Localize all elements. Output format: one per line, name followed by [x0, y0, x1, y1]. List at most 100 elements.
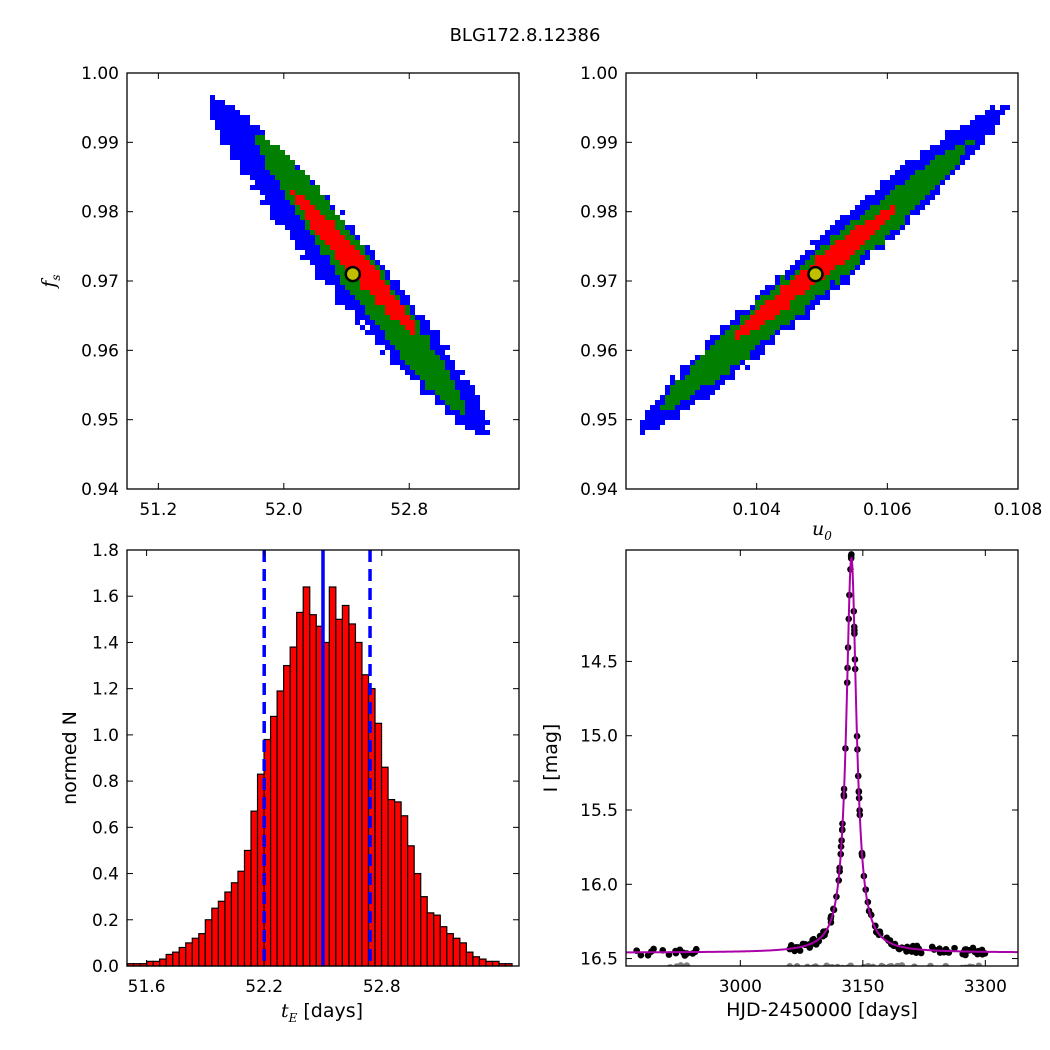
p1-cell-red [405, 315, 410, 320]
p1-cell-blue [445, 405, 450, 410]
p1-cell-blue [390, 285, 395, 290]
residual-point [824, 967, 831, 974]
p1-cell-green [270, 160, 275, 165]
residual-point [810, 963, 817, 966]
p1-cell-blue [250, 175, 255, 180]
p1-cell-blue [325, 275, 330, 280]
p1-cell-green [400, 330, 405, 335]
p2-cell-blue [680, 405, 685, 410]
p1-cell-blue [285, 205, 290, 210]
p2-cell-red [795, 275, 800, 280]
residual-point [799, 965, 802, 966]
p1-cell-green [325, 245, 330, 250]
p2-cell-blue [840, 225, 845, 230]
p1-cell-green [275, 165, 280, 170]
p2-cell-green [800, 265, 805, 270]
p2-cell-blue [655, 425, 660, 430]
p2-cell-green [940, 165, 945, 170]
p2-cell-green [915, 170, 920, 175]
p1-cell-blue [270, 195, 275, 200]
p2-cell-blue [795, 315, 800, 320]
p2-cell-green [795, 305, 800, 310]
p1-cell-green [265, 155, 270, 160]
p1-cell-blue [295, 165, 300, 170]
p1-cell-blue [390, 280, 395, 285]
p1-cell-blue [480, 410, 485, 415]
p2-cell-blue [860, 205, 865, 210]
p1-cell-green [260, 140, 265, 145]
p2-cell-green [930, 165, 935, 170]
p2-cell-blue [915, 210, 920, 215]
p2-cell-green [795, 310, 800, 315]
p1-cell-green [425, 340, 430, 345]
p1-cell-blue [445, 360, 450, 365]
p2-cell-blue [905, 220, 910, 225]
p2-cell-blue [990, 105, 995, 110]
p2-cell-green [745, 355, 750, 360]
p1-cell-green [290, 175, 295, 180]
p1-cell-green [460, 410, 465, 415]
p2-cell-blue [925, 200, 930, 205]
p1-cell-blue [450, 410, 455, 415]
p2-cell-green [940, 160, 945, 165]
p2-cell-green [915, 175, 920, 180]
p1-cell-green [445, 385, 450, 390]
p1-cell-blue [290, 210, 295, 215]
p1-cell-green [410, 345, 415, 350]
p2-cell-red [790, 290, 795, 295]
p1-cell-green [400, 345, 405, 350]
p2-cell-blue [970, 135, 975, 140]
p2-cell-green [950, 150, 955, 155]
histogram-bar [348, 623, 357, 967]
p2-cell-green [780, 320, 785, 325]
p1-cell-blue [280, 190, 285, 195]
histogram-bar [335, 618, 343, 967]
p2-cell-green [810, 260, 815, 265]
p2-cell-green [895, 215, 900, 220]
residual-point [842, 969, 849, 976]
p2-cell-green [905, 185, 910, 190]
p1-cell-blue [235, 140, 240, 145]
p1-cell-red [380, 290, 385, 295]
p2-cell-green [845, 265, 850, 270]
p1-cell-blue [250, 165, 255, 170]
residual-point [678, 963, 686, 966]
p2-cell-red [750, 320, 755, 325]
p2-cell-blue [920, 160, 925, 165]
histogram-bar [237, 870, 246, 967]
residual-point [886, 963, 893, 966]
p1-cell-blue [400, 365, 405, 370]
data-point [962, 951, 969, 959]
p1-cell-green [450, 390, 455, 395]
p1-cell-red [320, 225, 325, 230]
p2-cell-green [815, 285, 820, 290]
p2-cell-red [855, 245, 860, 250]
histogram-bar [217, 900, 226, 967]
p1-cell-blue [395, 350, 400, 355]
p2-cell-blue [650, 405, 655, 410]
p1-cell-green [265, 165, 270, 170]
p1-cell-green [270, 165, 275, 170]
p2-cell-blue [715, 335, 720, 340]
p1-cell-blue [295, 230, 300, 235]
p2-cell-green [920, 175, 925, 180]
p1-cell-green [435, 375, 440, 380]
p1-cell-blue [210, 110, 215, 115]
p1-cell-green [410, 340, 415, 345]
p2-cell-blue [700, 395, 705, 400]
p1-cell-blue [420, 380, 425, 385]
p1-cell-blue [230, 155, 235, 160]
p2-cell-green [855, 255, 860, 260]
p2-cell-green [920, 180, 925, 185]
p2-cell-blue [705, 345, 710, 350]
p1-cell-green [445, 390, 450, 395]
p1-cell-green [280, 170, 285, 175]
p2-cell-blue [985, 125, 990, 130]
p2-cell-red [860, 230, 865, 235]
p1-cell-green [315, 205, 320, 210]
p2-cell-blue [825, 295, 830, 300]
p2-cell-green [925, 170, 930, 175]
p1-cell-red [320, 230, 325, 235]
p2-cell-green [765, 330, 770, 335]
histogram-bar [393, 801, 402, 967]
